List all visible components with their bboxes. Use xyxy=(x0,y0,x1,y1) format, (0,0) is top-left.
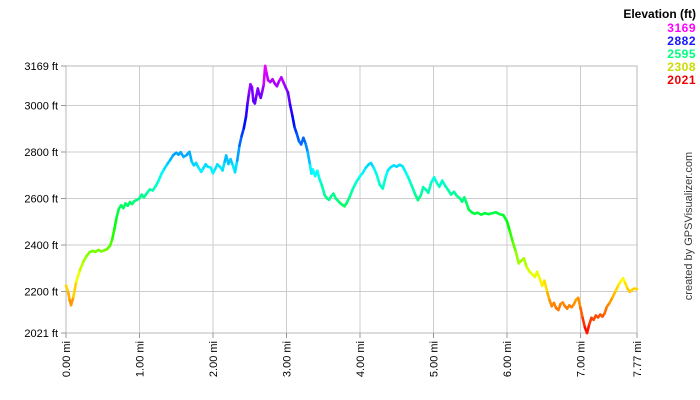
y-axis-label: 2200 ft xyxy=(24,286,58,298)
x-axis-label: 7.00 mi xyxy=(575,341,587,377)
elevation-line-segment xyxy=(242,115,248,130)
x-axis-label: 3.00 mi xyxy=(281,341,293,377)
elevation-line-segment xyxy=(188,150,193,163)
elevation-line-segment xyxy=(233,159,239,174)
elevation-line-segment xyxy=(543,279,549,294)
x-axis-label: 1.00 mi xyxy=(134,341,146,377)
elevation-line-segment xyxy=(514,250,520,265)
x-axis-label: 6.00 mi xyxy=(502,341,514,377)
x-axis-label: 5.00 mi xyxy=(428,341,440,377)
elevation-line-segment xyxy=(585,323,591,335)
elevation-line-segment xyxy=(304,142,310,154)
x-axis-label: 4.00 mi xyxy=(355,341,367,377)
elevation-line-segment xyxy=(316,169,321,181)
y-axis-label: 2600 ft xyxy=(24,193,58,205)
legend-entry: 2595 xyxy=(667,47,696,61)
elevation-line-segment xyxy=(291,114,296,129)
elevation-line-segment xyxy=(381,175,387,190)
y-axis-label: 2021 ft xyxy=(24,328,58,340)
elevation-line-segment xyxy=(306,150,312,167)
x-axis-label: 7.77 mi xyxy=(632,341,644,377)
legend: Elevation (ft) 3169 2882 2595 2308 2021 xyxy=(623,8,696,87)
legend-entry: 2021 xyxy=(667,73,696,87)
x-axis-label: 2.00 mi xyxy=(208,341,220,377)
legend-entry: 3169 xyxy=(667,21,696,35)
legend-entries: 3169 2882 2595 2308 2021 xyxy=(623,22,696,87)
elevation-line-segment xyxy=(348,188,354,199)
x-axis-label: 0.00 mi xyxy=(61,341,73,377)
elevation-line-segment xyxy=(508,230,515,244)
elevation-line-segment xyxy=(426,181,433,195)
elevation-line-segment xyxy=(581,316,587,329)
legend-entry: 2882 xyxy=(667,34,696,48)
elevation-line-segment xyxy=(579,306,584,320)
legend-title: Elevation (ft) xyxy=(623,7,696,21)
elevation-line-segment xyxy=(535,270,542,281)
elevation-line-segment xyxy=(246,91,251,105)
elevation-line-segment xyxy=(78,259,85,272)
y-axis-label: 3000 ft xyxy=(24,100,58,112)
elevation-line-segment xyxy=(288,103,294,117)
y-axis-label: 3169 ft xyxy=(24,61,58,73)
elevation-line-segment xyxy=(576,296,582,309)
elevation-line-segment xyxy=(375,173,382,187)
elevation-line-segment xyxy=(286,90,292,107)
elevation-line-segment xyxy=(511,240,518,253)
elevation-line-segment xyxy=(505,219,512,233)
elevation-line-segment xyxy=(320,183,326,197)
elevation-line-segment xyxy=(69,295,75,307)
elevation-line-segment xyxy=(240,126,246,138)
elevation-line-segment xyxy=(115,207,121,219)
elevation-line-segment xyxy=(235,144,241,162)
y-axis-label: 2800 ft xyxy=(24,147,58,159)
elevation-line-segment xyxy=(546,290,551,302)
elevation-line-segment xyxy=(351,180,358,191)
legend-entry: 2308 xyxy=(667,60,696,74)
credit-text: created by GPSVisualizer.com xyxy=(683,152,695,300)
elevation-line-segment xyxy=(66,290,71,302)
plot-frame xyxy=(65,65,638,334)
elevation-line-segment xyxy=(72,280,78,299)
elevation-line-segment xyxy=(250,85,255,103)
elevation-line-segment xyxy=(74,268,82,283)
elevation-line-segment xyxy=(113,215,119,230)
elevation-line-segment xyxy=(522,257,529,269)
elevation-line-segment xyxy=(110,227,116,241)
y-axis-label: 2400 ft xyxy=(24,240,58,252)
elevation-line-segment xyxy=(410,183,417,196)
elevation-line-segment xyxy=(221,160,227,172)
elevation-line-segment xyxy=(238,134,243,148)
elevation-line-segment xyxy=(244,102,249,118)
